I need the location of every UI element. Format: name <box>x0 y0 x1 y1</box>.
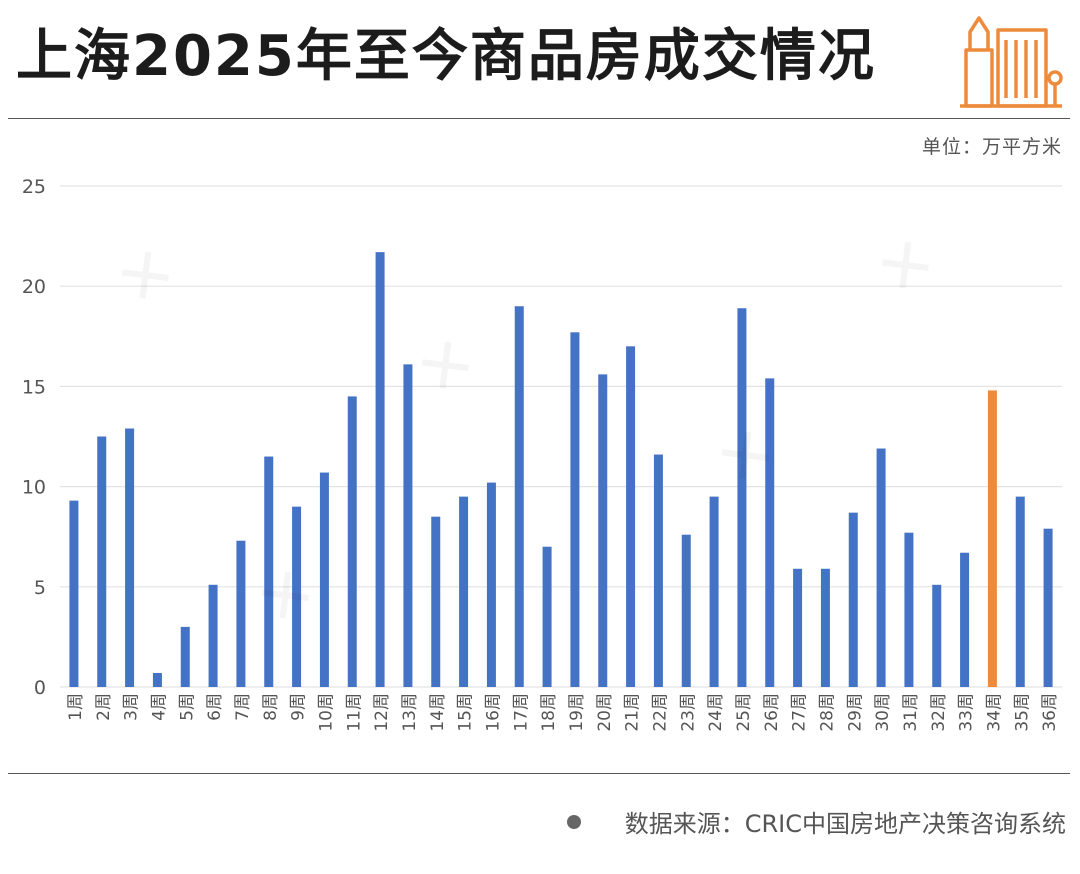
bar-23 <box>681 534 691 687</box>
y-tick-label: 20 <box>22 276 46 298</box>
bar-2 <box>97 436 107 687</box>
bar-chart: 0 5 10 15 20 25 1周 2周 3周 4周 5周 6周 7周 8周 9周 10周 11周 12周 13周… <box>22 176 1062 732</box>
x-tick-label: 19周 <box>567 693 587 732</box>
bar-3 <box>125 428 135 687</box>
bar-20 <box>598 374 608 687</box>
footer-divider <box>8 773 1070 774</box>
x-tick-label: 3周 <box>122 693 142 721</box>
y-tick-label: 10 <box>22 477 46 499</box>
bar-25 <box>737 308 747 687</box>
x-tick-label: 18周 <box>539 693 559 732</box>
building-icon <box>960 16 1063 108</box>
bar-5 <box>180 626 190 687</box>
x-tick-label: 32周 <box>929 693 949 732</box>
source-text: 数据来源：CRIC中国房地产决策咨询系统 <box>624 810 1066 838</box>
x-tick-label: 8周 <box>261 693 281 721</box>
y-tick-label: 25 <box>22 176 46 198</box>
bar-16 <box>486 482 496 687</box>
bar-15 <box>459 496 469 687</box>
bar-31 <box>904 532 914 687</box>
header-divider <box>8 118 1070 119</box>
bar-27 <box>793 568 803 687</box>
bar-26 <box>765 378 775 687</box>
x-tick-label: 15周 <box>456 693 476 732</box>
bar-30 <box>876 448 886 687</box>
x-tick-label: 9周 <box>289 693 309 721</box>
x-tick-label: 20周 <box>595 693 615 732</box>
bar-36 <box>1043 528 1053 687</box>
bar-19 <box>570 332 580 687</box>
bar-9 <box>292 506 302 687</box>
x-tick-label: 7周 <box>233 693 253 721</box>
x-tick-label: 23周 <box>678 693 698 732</box>
bar-7 <box>236 540 246 687</box>
x-tick-label: 27周 <box>790 693 810 732</box>
bar-28 <box>820 568 830 687</box>
bar-18 <box>542 546 552 687</box>
bar-1 <box>69 500 79 687</box>
x-tick-label: 14周 <box>428 693 448 732</box>
x-tick-label: 29周 <box>845 693 865 732</box>
x-tick-label: 28周 <box>817 693 837 732</box>
bar-12 <box>375 252 385 687</box>
x-tick-label: 4周 <box>149 693 169 721</box>
x-tick-label: 26周 <box>762 693 782 732</box>
bar-33 <box>960 552 970 687</box>
bar-24 <box>709 496 719 687</box>
page-title: 上海2025年至今商品房成交情况 <box>16 24 876 89</box>
x-tick-label: 36周 <box>1040 693 1060 732</box>
x-tick-label: 21周 <box>623 693 643 732</box>
bar-17 <box>514 306 524 687</box>
x-tick-label: 35周 <box>1012 693 1032 732</box>
x-tick-label: 10周 <box>316 693 336 732</box>
x-tick-label: 17周 <box>511 693 531 732</box>
bar-6 <box>208 584 218 687</box>
bar-29 <box>848 512 858 687</box>
x-tick-label: 12周 <box>372 693 392 732</box>
bar-35 <box>1015 496 1025 687</box>
source-note: 数据来源：CRIC中国房地产决策咨询系统 <box>566 804 1066 839</box>
bar-11 <box>347 396 357 687</box>
bar-22 <box>653 454 663 687</box>
x-tick-label: 25周 <box>734 693 754 732</box>
x-tick-label: 13周 <box>400 693 420 732</box>
bullet-icon <box>566 815 581 829</box>
x-tick-label: 5周 <box>177 693 197 721</box>
y-tick-label: 15 <box>22 376 46 398</box>
x-tick-label: 11周 <box>344 693 364 732</box>
x-tick-label: 34周 <box>984 693 1004 732</box>
bar-32 <box>932 584 942 687</box>
x-tick-label: 6周 <box>205 693 225 721</box>
x-tick-label: 16周 <box>483 693 503 732</box>
bar-4 <box>152 672 162 687</box>
x-tick-label: 22周 <box>650 693 670 732</box>
bar-14 <box>431 516 441 687</box>
x-tick-label: 2周 <box>94 693 114 721</box>
bar-10 <box>319 472 329 687</box>
unit-label: 单位：万平方米 <box>921 136 1062 158</box>
bar-8 <box>264 456 274 687</box>
x-tick-label: 30周 <box>873 693 893 732</box>
bar-34 <box>987 390 997 687</box>
x-tick-label: 1周 <box>66 693 86 721</box>
x-tick-label: 24周 <box>706 693 726 732</box>
x-tick-label: 31周 <box>901 693 921 732</box>
x-tick-label: 33周 <box>957 693 977 732</box>
y-tick-label: 5 <box>34 577 46 599</box>
bar-21 <box>626 346 636 687</box>
y-tick-label: 0 <box>34 677 46 699</box>
bar-13 <box>403 364 413 687</box>
